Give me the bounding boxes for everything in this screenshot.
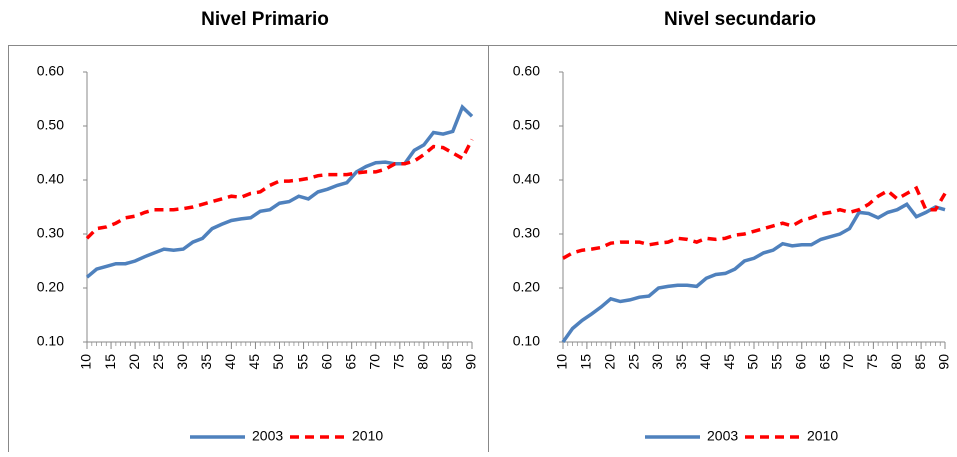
panel-frame <box>9 46 489 453</box>
x-tick-label: 60 <box>318 354 334 370</box>
x-tick-label: 65 <box>342 354 358 370</box>
series-line <box>87 107 472 277</box>
x-tick-label: 70 <box>366 354 382 370</box>
y-tick-label: 0.40 <box>37 171 64 187</box>
x-tick-label: 10 <box>554 354 570 370</box>
series-line <box>87 140 472 239</box>
y-tick-label: 0.20 <box>37 279 64 295</box>
x-tick-label: 80 <box>888 354 904 370</box>
x-tick-label: 90 <box>936 354 952 370</box>
x-tick-label: 55 <box>769 354 785 370</box>
y-tick-label: 0.30 <box>37 225 64 241</box>
x-tick-label: 60 <box>792 354 808 370</box>
x-tick-label: 50 <box>270 354 286 370</box>
x-tick-label: 25 <box>150 354 166 370</box>
x-tick-label: 25 <box>625 354 641 370</box>
x-tick-label: 10 <box>78 354 94 370</box>
y-tick-label: 0.50 <box>37 117 64 133</box>
x-tick-label: 40 <box>697 354 713 370</box>
x-tick-label: 65 <box>816 354 832 370</box>
y-tick-label: 0.10 <box>37 333 64 349</box>
x-tick-label: 15 <box>102 354 118 370</box>
legend-label: 2010 <box>352 428 383 444</box>
x-tick-label: 45 <box>721 354 737 370</box>
chart-title: Nivel Primario <box>201 9 329 30</box>
panel-frame <box>489 46 957 453</box>
y-tick-label: 0.30 <box>513 225 540 241</box>
x-tick-label: 85 <box>439 354 455 370</box>
y-tick-label: 0.50 <box>513 117 540 133</box>
y-tick-label: 0.60 <box>37 63 64 79</box>
x-tick-label: 55 <box>294 354 310 370</box>
x-tick-label: 30 <box>174 354 190 370</box>
y-tick-label: 0.40 <box>513 171 540 187</box>
x-tick-label: 35 <box>198 354 214 370</box>
x-tick-label: 50 <box>745 354 761 370</box>
x-tick-label: 80 <box>415 354 431 370</box>
x-tick-label: 15 <box>578 354 594 370</box>
y-tick-label: 0.10 <box>513 333 540 349</box>
x-tick-label: 30 <box>649 354 665 370</box>
y-tick-label: 0.60 <box>513 63 540 79</box>
x-tick-label: 35 <box>673 354 689 370</box>
series-line <box>563 204 945 342</box>
legend-label: 2003 <box>707 428 738 444</box>
x-tick-label: 45 <box>246 354 262 370</box>
x-tick-label: 90 <box>463 354 479 370</box>
x-tick-label: 85 <box>912 354 928 370</box>
x-tick-label: 75 <box>391 354 407 370</box>
legend-label: 2010 <box>807 428 838 444</box>
y-tick-label: 0.20 <box>513 279 540 295</box>
chart-title: Nivel secundario <box>664 9 816 30</box>
x-tick-label: 20 <box>601 354 617 370</box>
x-tick-label: 70 <box>840 354 856 370</box>
series-line <box>563 188 945 258</box>
legend-label: 2003 <box>252 428 283 444</box>
x-tick-label: 75 <box>864 354 880 370</box>
x-tick-label: 40 <box>222 354 238 370</box>
x-tick-label: 20 <box>126 354 142 370</box>
